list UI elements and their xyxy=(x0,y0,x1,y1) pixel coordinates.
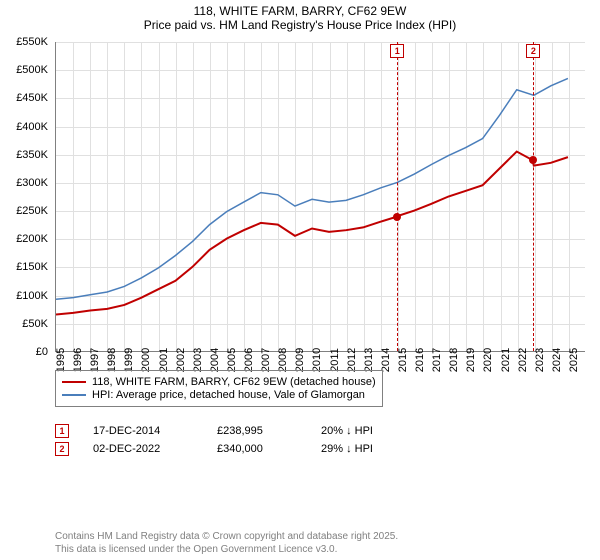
legend-item: HPI: Average price, detached house, Vale… xyxy=(62,389,376,401)
x-tick-label: 2012 xyxy=(346,348,358,372)
legend-item: 118, WHITE FARM, BARRY, CF62 9EW (detach… xyxy=(62,376,376,388)
marker-label: 2 xyxy=(526,44,540,58)
y-tick-label: £550K xyxy=(16,36,48,48)
title-line2: Price paid vs. HM Land Registry's House … xyxy=(0,18,600,32)
sale-date: 02-DEC-2022 xyxy=(93,443,193,455)
marker-label: 1 xyxy=(390,44,404,58)
marker-line xyxy=(533,42,534,351)
y-tick-label: £200K xyxy=(16,233,48,245)
x-tick-label: 2006 xyxy=(243,348,255,372)
sale-diff: 20% ↓ HPI xyxy=(321,425,411,437)
x-tick-label: 2017 xyxy=(431,348,443,372)
sale-price: £340,000 xyxy=(217,443,297,455)
sale-diff: 29% ↓ HPI xyxy=(321,443,411,455)
x-tick-label: 1997 xyxy=(89,348,101,372)
x-tick-label: 2003 xyxy=(192,348,204,372)
legend-swatch xyxy=(62,394,86,396)
y-tick-label: £100K xyxy=(16,290,48,302)
y-tick-label: £400K xyxy=(16,121,48,133)
plot-area: 12 xyxy=(55,42,585,352)
y-tick-label: £300K xyxy=(16,177,48,189)
x-tick-label: 2020 xyxy=(482,348,494,372)
x-tick-label: 2000 xyxy=(140,348,152,372)
x-tick-label: 2009 xyxy=(294,348,306,372)
footer-line1: Contains HM Land Registry data © Crown c… xyxy=(55,530,398,543)
chart-title-block: 118, WHITE FARM, BARRY, CF62 9EW Price p… xyxy=(0,0,600,34)
legend: 118, WHITE FARM, BARRY, CF62 9EW (detach… xyxy=(55,370,383,407)
x-tick-label: 2007 xyxy=(260,348,272,372)
sale-row: 1 17-DEC-2014 £238,995 20% ↓ HPI xyxy=(55,424,411,438)
x-tick-label: 2010 xyxy=(311,348,323,372)
y-tick-label: £150K xyxy=(16,261,48,273)
x-tick-label: 2004 xyxy=(209,348,221,372)
x-tick-label: 2025 xyxy=(568,348,580,372)
x-tick-label: 2021 xyxy=(500,348,512,372)
x-tick-label: 2013 xyxy=(363,348,375,372)
x-tick-label: 1996 xyxy=(72,348,84,372)
y-axis-labels: £0£50K£100K£150K£200K£250K£300K£350K£400… xyxy=(0,42,52,352)
y-tick-label: £50K xyxy=(22,318,48,330)
x-tick-label: 2018 xyxy=(448,348,460,372)
y-tick-label: £250K xyxy=(16,205,48,217)
chart: 12 £0£50K£100K£150K£200K£250K£300K£350K£… xyxy=(0,34,600,394)
marker-dot xyxy=(393,213,401,221)
x-tick-label: 1998 xyxy=(106,348,118,372)
sale-marker: 2 xyxy=(55,442,69,456)
legend-swatch xyxy=(62,381,86,383)
x-tick-label: 2019 xyxy=(465,348,477,372)
y-tick-label: £500K xyxy=(16,64,48,76)
sales-table: 1 17-DEC-2014 £238,995 20% ↓ HPI 2 02-DEC-202… xyxy=(55,420,411,460)
x-tick-label: 2015 xyxy=(397,348,409,372)
x-tick-label: 2024 xyxy=(551,348,563,372)
x-tick-label: 2002 xyxy=(175,348,187,372)
y-tick-label: £350K xyxy=(16,149,48,161)
x-tick-label: 2014 xyxy=(380,348,392,372)
title-line1: 118, WHITE FARM, BARRY, CF62 9EW xyxy=(0,4,600,18)
y-tick-label: £450K xyxy=(16,92,48,104)
x-tick-label: 1995 xyxy=(55,348,67,372)
x-tick-label: 2001 xyxy=(158,348,170,372)
legend-label: 118, WHITE FARM, BARRY, CF62 9EW (detach… xyxy=(92,376,376,388)
x-tick-label: 1999 xyxy=(123,348,135,372)
x-tick-label: 2008 xyxy=(277,348,289,372)
sale-date: 17-DEC-2014 xyxy=(93,425,193,437)
legend-label: HPI: Average price, detached house, Vale… xyxy=(92,389,365,401)
x-tick-label: 2005 xyxy=(226,348,238,372)
sale-row: 2 02-DEC-2022 £340,000 29% ↓ HPI xyxy=(55,442,411,456)
series-svg xyxy=(56,42,585,351)
sale-marker: 1 xyxy=(55,424,69,438)
sale-price: £238,995 xyxy=(217,425,297,437)
x-tick-label: 2023 xyxy=(534,348,546,372)
footer-line2: This data is licensed under the Open Gov… xyxy=(55,543,398,556)
marker-dot xyxy=(529,156,537,164)
y-tick-label: £0 xyxy=(36,346,48,358)
footer-attribution: Contains HM Land Registry data © Crown c… xyxy=(55,530,398,556)
x-tick-label: 2022 xyxy=(517,348,529,372)
x-tick-label: 2016 xyxy=(414,348,426,372)
marker-line xyxy=(397,42,398,351)
x-tick-label: 2011 xyxy=(329,348,341,372)
